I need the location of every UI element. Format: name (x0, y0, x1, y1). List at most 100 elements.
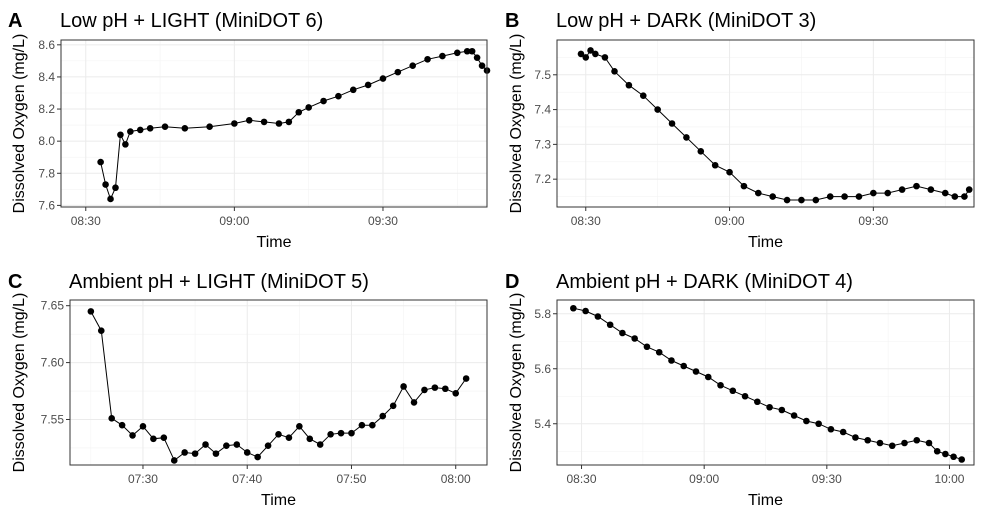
x-tick-label: 09:00 (689, 472, 719, 486)
x-tick-label: 09:30 (858, 214, 888, 228)
data-point (933, 447, 941, 455)
data-point (726, 168, 733, 176)
data-point (421, 386, 428, 394)
data-point (320, 97, 327, 105)
y-tick-label: 7.65 (41, 299, 65, 313)
data-point (717, 381, 724, 389)
panel-tag-c: C (8, 271, 22, 293)
series-line (100, 50, 488, 201)
data-point (884, 189, 892, 197)
data-point (815, 420, 822, 428)
y-tick-label: 7.60 (41, 356, 65, 370)
y-tick-label: 5.6 (534, 362, 551, 376)
data-point (697, 148, 705, 155)
data-point (212, 450, 220, 457)
y-tick-label: 5.4 (534, 417, 551, 431)
x-tick-label: 10:00 (934, 472, 964, 486)
data-point (181, 125, 189, 132)
x-tick-label: 07:50 (336, 472, 366, 486)
data-point (410, 399, 418, 406)
x-tick-label: 08:30 (571, 214, 601, 228)
chart-title-c: Ambient pH + LIGHT (MiniDOT 5) (69, 271, 369, 293)
data-point (305, 104, 312, 111)
data-point (951, 193, 959, 200)
data-point (364, 81, 372, 89)
chart-a: 08:30 09:00 09:30 7.6 7.8 8.0 8.2 8.4 8.6 A Low pH… (8, 10, 491, 251)
data-point (285, 434, 293, 441)
data-point (394, 68, 402, 76)
data-point (191, 450, 199, 457)
data-point (181, 449, 188, 456)
data-point (803, 417, 810, 425)
data-point (965, 186, 973, 193)
data-point (961, 193, 968, 200)
data-point (108, 415, 115, 422)
y-tick-label: 8.4 (38, 70, 55, 84)
y-tick-label: 8.2 (38, 102, 55, 116)
data-point (839, 428, 847, 436)
y-axis-title: Dissolved Oxygen (mg/L) (11, 293, 28, 473)
data-point (97, 327, 105, 335)
data-point (870, 189, 877, 197)
data-point (170, 457, 178, 464)
data-point (202, 441, 209, 448)
data-point (927, 186, 935, 193)
data-point (358, 421, 366, 429)
data-point (913, 436, 921, 444)
data-point (898, 186, 906, 193)
x-axis-title: Time (261, 492, 296, 509)
data-point (306, 435, 314, 443)
data-point (950, 453, 957, 461)
y-tick-label: 7.6 (38, 198, 55, 212)
data-point (606, 321, 614, 329)
data-point (337, 429, 345, 437)
data-point (680, 362, 688, 370)
data-point (327, 430, 334, 438)
data-point (913, 182, 920, 190)
data-point (231, 120, 238, 127)
data-point (107, 195, 114, 203)
data-point (755, 189, 762, 197)
data-point (942, 450, 949, 458)
data-point (409, 62, 416, 69)
plot-background (70, 300, 487, 465)
data-point (643, 343, 651, 351)
data-point (683, 134, 690, 141)
plot-background (61, 40, 487, 207)
chart-title-a: Low pH + LIGHT (MiniDOT 6) (60, 10, 323, 32)
y-tick-label: 7.55 (41, 412, 65, 426)
panel-a: 08:30 09:00 09:30 7.6 7.8 8.0 8.2 8.4 8.6 A Low pH… (0, 0, 497, 261)
data-point (462, 375, 470, 382)
data-point (431, 384, 439, 391)
panel-tag-a: A (8, 10, 22, 32)
data-point (379, 75, 387, 82)
data-point (478, 62, 486, 69)
data-point (223, 442, 230, 449)
x-tick-label: 09:30 (812, 472, 842, 486)
chart-title-d: Ambient pH + DARK (MiniDOT 4) (556, 271, 853, 293)
data-point (117, 131, 124, 139)
data-point (112, 184, 119, 192)
data-point (349, 86, 357, 94)
data-point (118, 421, 126, 429)
data-point (668, 357, 675, 364)
data-point (729, 387, 737, 395)
data-point (654, 106, 661, 113)
data-point (592, 50, 599, 58)
y-axis-title: Dissolved Oxygen (mg/L) (508, 34, 525, 214)
data-point (136, 126, 144, 134)
data-point (243, 449, 251, 456)
data-point (275, 430, 282, 438)
data-point (335, 92, 342, 100)
data-point (587, 47, 594, 54)
x-tick-label: 08:30 (567, 472, 597, 486)
plot-frame (60, 39, 488, 208)
panel-c: 07:30 07:40 07:50 08:00 7.55 7.60 7.65 C Ambient… (0, 261, 497, 521)
data-point (442, 385, 449, 393)
plot-frame (556, 299, 975, 466)
data-point (668, 120, 676, 127)
chart-b: 08:30 09:00 09:30 7.2 7.3 7.4 7.5 B Low pH + DAR… (505, 10, 975, 251)
data-point (631, 335, 638, 342)
data-point (841, 193, 848, 200)
data-point (146, 125, 154, 132)
